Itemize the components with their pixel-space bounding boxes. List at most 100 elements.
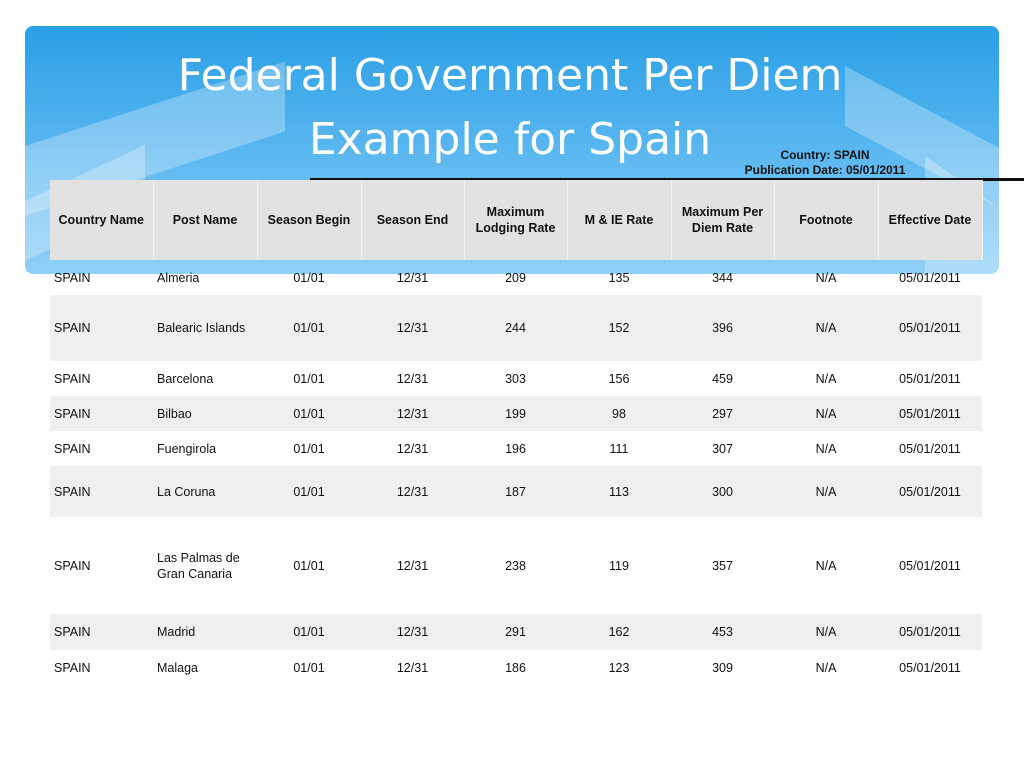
cell-season-end: 12/31 [396,371,429,386]
cell-season-end: 12/31 [396,270,429,285]
column-header-country-name: Country Name [50,180,154,260]
cell-mie-rate: 119 [609,558,629,573]
cell-mie-rate: 98 [567,396,671,431]
table-row: SPAIN Balearic Islands 01/01 12/31 244 1… [50,295,982,361]
cell-lodging-rate: 186 [505,661,526,675]
cell-country: SPAIN [54,270,91,285]
cell-country: SPAIN [50,396,153,431]
cell-effective-date: 05/01/2011 [899,558,961,573]
cell-season-end: 12/31 [396,441,429,456]
cell-season-begin: 01/01 [293,558,325,573]
cell-season-end: 12/31 [361,614,464,650]
cell-per-diem-rate: 344 [712,270,733,285]
publication-date-label: Publication Date: 05/01/2011 [744,163,906,177]
cell-season-end: 12/31 [361,396,464,431]
column-header-season-end: Season End [361,180,465,260]
cell-footnote: N/A [774,614,878,650]
cell-effective-date: 05/01/2011 [878,396,982,431]
cell-footnote: N/A [774,466,878,517]
cell-post-name: Almeria [157,270,200,285]
cell-footnote: N/A [815,441,837,456]
cell-footnote: N/A [774,396,878,431]
cell-country: SPAIN [50,466,153,517]
column-header-max-lodging-rate: Maximum Lodging Rate [464,180,568,260]
table-row: SPAIN Las Palmas de Gran Canaria 01/01 1… [50,517,982,614]
cell-per-diem-rate: 453 [671,614,774,650]
column-header-max-per-diem-rate: Maximum Per Diem Rate [671,180,775,260]
cell-season-begin: 01/01 [257,466,361,517]
cell-per-diem-rate: 307 [712,441,733,456]
cell-per-diem-rate: 300 [671,466,774,517]
cell-season-end: 12/31 [361,295,464,361]
table-row: SPAIN La Coruna 01/01 12/31 187 113 300 … [50,466,982,517]
cell-effective-date: 05/01/2011 [899,371,961,386]
cell-effective-date: 05/01/2011 [899,661,961,675]
cell-footnote: N/A [815,661,837,675]
table-row: SPAIN Malaga 01/01 12/31 186 123 309 N/A… [50,650,982,686]
cell-post-name: Malaga [157,661,198,675]
table-header-row: Country Name Post Name Season Begin Seas… [50,180,983,260]
cell-mie-rate: 113 [567,466,671,517]
cell-country: SPAIN [54,371,91,386]
table-row: SPAIN Barcelona 01/01 12/31 303 156 459 … [50,361,982,396]
cell-footnote: N/A [815,558,837,573]
cell-effective-date: 05/01/2011 [899,270,961,285]
cell-lodging-rate: 238 [505,558,526,573]
cell-post-name: Madrid [153,614,257,650]
cell-lodging-rate: 291 [464,614,567,650]
cell-mie-rate: 156 [608,371,630,386]
cell-season-begin: 01/01 [293,661,325,675]
cell-effective-date: 05/01/2011 [899,441,961,456]
cell-season-end: 12/31 [396,661,429,675]
cell-post-name: Bilbao [153,396,257,431]
cell-effective-date: 05/01/2011 [878,614,982,650]
cell-country: SPAIN [54,441,91,456]
cell-season-begin: 01/01 [293,441,325,456]
cell-season-end: 12/31 [396,558,429,573]
slide-title: Federal Government Per Diem Example for … [90,44,930,172]
table-row: SPAIN Almeria 01/01 12/31 209 135 344 N/… [50,260,982,295]
header-divider [310,178,1024,181]
country-label: Country: SPAIN [780,148,870,162]
cell-lodging-rate: 244 [464,295,567,361]
cell-footnote: N/A [815,270,837,285]
column-header-mie-rate: M & IE Rate [567,180,672,260]
cell-per-diem-rate: 357 [712,558,733,573]
cell-mie-rate: 135 [608,270,630,285]
cell-season-begin: 01/01 [257,614,361,650]
cell-lodging-rate: 187 [464,466,567,517]
cell-mie-rate: 123 [608,661,630,675]
cell-per-diem-rate: 297 [671,396,774,431]
cell-country: SPAIN [54,661,91,675]
cell-lodging-rate: 209 [505,270,526,285]
cell-season-end: 12/31 [361,466,464,517]
cell-mie-rate: 162 [567,614,671,650]
column-header-footnote: Footnote [774,180,879,260]
cell-lodging-rate: 196 [505,441,526,456]
table-row: SPAIN Madrid 01/01 12/31 291 162 453 N/A… [50,614,982,650]
cell-per-diem-rate: 396 [671,295,774,361]
cell-season-begin: 01/01 [257,295,361,361]
table-row: SPAIN Fuengirola 01/01 12/31 196 111 307… [50,431,982,466]
cell-effective-date: 05/01/2011 [878,466,982,517]
cell-footnote: N/A [774,295,878,361]
cell-post-name: Balearic Islands [153,295,257,361]
cell-per-diem-rate: 309 [712,661,733,675]
table-row: SPAIN Bilbao 01/01 12/31 199 98 297 N/A … [50,396,982,431]
cell-season-begin: 01/01 [257,396,361,431]
cell-country: SPAIN [50,614,153,650]
per-diem-table: Country Name Post Name Season Begin Seas… [50,180,983,686]
slide-title-line-2: Example for Spain [308,114,712,165]
cell-effective-date: 05/01/2011 [878,295,982,361]
column-header-season-begin: Season Begin [257,180,362,260]
cell-footnote: N/A [815,371,837,386]
cell-lodging-rate: 303 [505,371,526,386]
cell-season-begin: 01/01 [293,371,325,386]
cell-mie-rate: 152 [567,295,671,361]
column-header-post-name: Post Name [153,180,258,260]
slide-title-line-1: Federal Government Per Diem [177,50,843,101]
cell-lodging-rate: 199 [464,396,567,431]
column-header-effective-date: Effective Date [878,180,983,260]
cell-mie-rate: 111 [609,441,629,456]
cell-per-diem-rate: 459 [712,371,733,386]
